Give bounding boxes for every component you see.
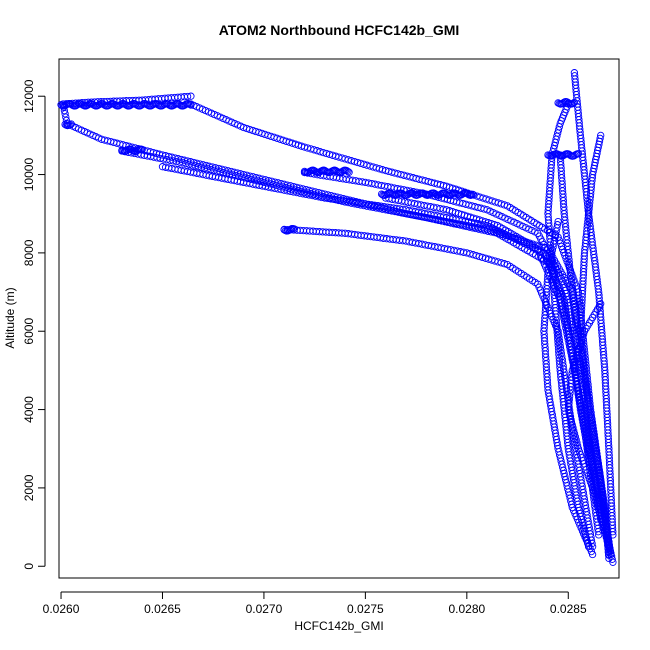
data-points (57, 69, 617, 566)
plot-area (58, 58, 620, 579)
level-leg-point (290, 225, 299, 233)
level-leg-point (187, 101, 195, 109)
data-point (605, 550, 613, 559)
data-point (605, 554, 613, 563)
data-point (588, 550, 597, 559)
data-point (604, 547, 613, 555)
level-leg-point (67, 120, 75, 128)
level-leg-point (559, 99, 567, 107)
x-tick-label: 0.0275 (347, 602, 384, 616)
x-tick-label: 0.0270 (246, 602, 283, 616)
level-leg-point (186, 100, 194, 108)
x-axis-label: HCFC142b_GMI (294, 619, 383, 633)
level-leg-point (574, 150, 583, 158)
y-axis: 0 2000 4000 6000 8000 10000 12000 (22, 79, 46, 570)
x-tick-label: 0.0285 (550, 602, 587, 616)
y-tick-label: 0 (22, 563, 36, 570)
y-axis-label: Altitude (m) (3, 287, 17, 348)
x-tick-label: 0.0260 (43, 602, 80, 616)
level-leg-point (345, 168, 353, 176)
level-leg-point (569, 99, 577, 107)
level-leg-point (66, 121, 74, 129)
y-tick-label: 10000 (22, 158, 36, 192)
level-leg-point (343, 167, 351, 175)
data-point (605, 543, 613, 551)
data-point (500, 260, 508, 268)
level-leg-point (138, 145, 146, 154)
data-point (608, 555, 616, 563)
chart-title: ATOM2 Northbound HCFC142b_GMI (219, 22, 460, 38)
x-tick-label: 0.0280 (448, 602, 485, 616)
y-tick-label: 4000 (22, 396, 36, 423)
y-tick-label: 12000 (22, 79, 36, 113)
x-axis: 0.0260 0.0265 0.0270 0.0275 0.0280 0.0285 (43, 591, 587, 616)
level-leg-point (344, 167, 352, 176)
y-tick-label: 8000 (22, 239, 36, 266)
y-tick-label: 2000 (22, 474, 36, 501)
y-tick-label: 6000 (22, 318, 36, 345)
data-point (604, 539, 612, 548)
x-tick-label: 0.0265 (144, 602, 181, 616)
data-point (609, 558, 617, 566)
level-leg-point (570, 98, 579, 107)
level-leg-point (468, 191, 476, 199)
level-leg-point (469, 190, 477, 199)
